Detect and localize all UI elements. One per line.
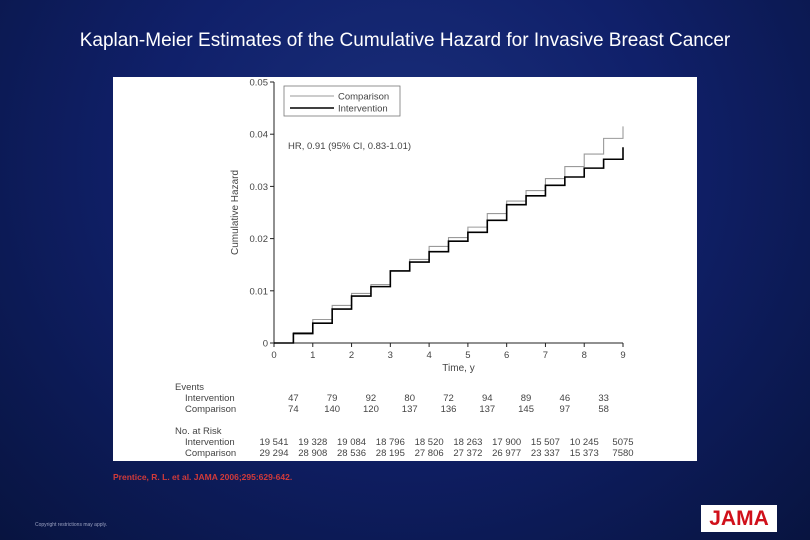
- at-risk-cell: 28 536: [337, 448, 366, 459]
- jama-logo-text: JAMA: [709, 507, 769, 530]
- citation: Prentice, R. L. et al. JAMA 2006;295:629…: [113, 472, 293, 482]
- at-risk-cell: 15 373: [570, 448, 599, 459]
- events-cell: 145: [518, 404, 534, 415]
- x-tick-label: 7: [543, 350, 548, 361]
- x-tick-label: 1: [310, 350, 315, 361]
- y-tick-label: 0.04: [250, 130, 269, 141]
- jama-logo: JAMA: [701, 505, 777, 532]
- at-risk-cell: 19 084: [337, 437, 366, 448]
- at-risk-row-label: Comparison: [185, 448, 236, 459]
- at-risk-cell: 17 900: [492, 437, 521, 448]
- copyright-notice: Copyright restrictions may apply.: [35, 522, 108, 528]
- at-risk-cell: 23 337: [531, 448, 560, 459]
- events-cell: 137: [402, 404, 418, 415]
- y-tick-label: 0.05: [250, 78, 269, 89]
- slide-title: Kaplan-Meier Estimates of the Cumulative…: [79, 30, 731, 51]
- events-heading: Events: [175, 382, 204, 393]
- series-line-comparison: [274, 126, 624, 344]
- events-cell: 97: [560, 404, 571, 415]
- events-cell: 58: [598, 404, 609, 415]
- legend-label-intervention: Intervention: [338, 104, 388, 115]
- x-tick-label: 2: [349, 350, 354, 361]
- events-cell: 72: [443, 393, 454, 404]
- y-axis-label: Cumulative Hazard: [230, 170, 241, 255]
- x-tick-label: 4: [426, 350, 431, 361]
- x-tick-label: 0: [271, 350, 276, 361]
- events-cell: 79: [327, 393, 338, 404]
- y-tick-label: 0: [263, 339, 268, 350]
- events-row-label: Comparison: [185, 404, 236, 415]
- at-risk-cell: 27 806: [415, 448, 444, 459]
- events-cell: 74: [288, 404, 299, 415]
- at-risk-cell: 7580: [612, 448, 633, 459]
- figure-panel: 0 0.01 0.02 0.03 0.04 0.05 0 1 2 3 4 5 6 7 8 9 Time, y Cu…: [113, 77, 697, 461]
- legend-box: [283, 85, 401, 117]
- y-tick-label: 0.02: [250, 234, 269, 245]
- events-cell: 136: [441, 404, 457, 415]
- at-risk-cell: 19 328: [298, 437, 327, 448]
- at-risk-cell: 15 507: [531, 437, 560, 448]
- x-tick-label: 3: [388, 350, 393, 361]
- x-axis-label: Time, y: [442, 363, 474, 374]
- series-line-intervention: [274, 147, 624, 344]
- events-cell: 47: [288, 393, 299, 404]
- at-risk-cell: 26 977: [492, 448, 521, 459]
- events-cell: 94: [482, 393, 493, 404]
- at-risk-cell: 28 195: [376, 448, 405, 459]
- y-tick-label: 0.03: [250, 182, 269, 193]
- events-row-label: Intervention: [185, 393, 235, 404]
- events-cell: 92: [366, 393, 377, 404]
- x-tick-label: 6: [504, 350, 509, 361]
- x-tick-label: 8: [582, 350, 587, 361]
- y-tick-label: 0.01: [250, 286, 269, 297]
- at-risk-row-label: Intervention: [185, 437, 235, 448]
- events-cell: 137: [479, 404, 495, 415]
- at-risk-cell: 5075: [612, 437, 633, 448]
- events-cell: 120: [363, 404, 379, 415]
- events-cell: 33: [598, 393, 609, 404]
- events-cell: 89: [521, 393, 532, 404]
- at-risk-heading: No. at Risk: [175, 426, 222, 437]
- at-risk-cell: 10 245: [570, 437, 599, 448]
- x-tick-label: 5: [465, 350, 470, 361]
- hr-annotation: HR, 0.91 (95% CI, 0.83-1.01): [288, 141, 411, 152]
- events-cell: 80: [404, 393, 415, 404]
- legend-label-comparison: Comparison: [338, 92, 389, 103]
- events-cell: 46: [560, 393, 571, 404]
- at-risk-cell: 28 908: [298, 448, 327, 459]
- events-cell: 140: [324, 404, 340, 415]
- at-risk-cell: 29 294: [259, 448, 288, 459]
- at-risk-cell: 19 541: [259, 437, 288, 448]
- at-risk-cell: 18 520: [415, 437, 444, 448]
- x-tick-label: 9: [620, 350, 625, 361]
- at-risk-cell: 27 372: [453, 448, 482, 459]
- at-risk-cell: 18 263: [453, 437, 482, 448]
- at-risk-cell: 18 796: [376, 437, 405, 448]
